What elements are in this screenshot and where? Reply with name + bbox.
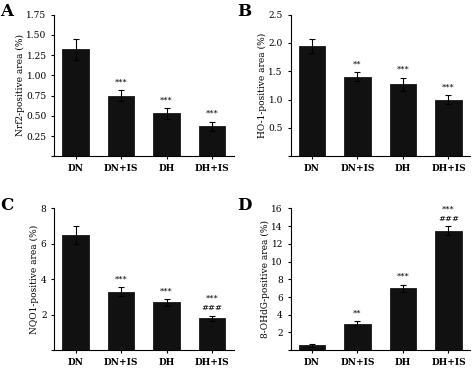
Text: A: A — [0, 3, 13, 20]
Bar — [435, 230, 462, 350]
Bar — [108, 96, 134, 156]
Bar — [63, 49, 89, 156]
Y-axis label: 8-OHdG-positive area (%): 8-OHdG-positive area (%) — [261, 220, 270, 338]
Text: C: C — [0, 197, 14, 214]
Bar — [390, 84, 416, 156]
Text: ###: ### — [201, 304, 223, 312]
Text: ***: *** — [442, 206, 455, 213]
Text: D: D — [237, 197, 251, 214]
Text: ***: *** — [397, 66, 410, 74]
Bar — [435, 100, 462, 156]
Y-axis label: Nrf2-positive area (%): Nrf2-positive area (%) — [16, 35, 25, 137]
Text: **: ** — [353, 309, 362, 318]
Bar — [299, 345, 325, 350]
Bar — [199, 127, 225, 156]
Text: ###: ### — [438, 214, 459, 223]
Text: ***: *** — [206, 110, 219, 118]
Bar — [199, 318, 225, 350]
Bar — [299, 46, 325, 156]
Y-axis label: HO-1-positive area (%): HO-1-positive area (%) — [258, 33, 267, 138]
Bar — [108, 292, 134, 350]
Bar — [154, 302, 180, 350]
Text: ***: *** — [397, 273, 410, 281]
Text: ***: *** — [160, 287, 173, 295]
Text: ***: *** — [115, 78, 128, 86]
Text: B: B — [237, 3, 251, 20]
Bar — [154, 114, 180, 156]
Bar — [390, 288, 416, 350]
Text: ***: *** — [160, 96, 173, 104]
Bar — [344, 324, 371, 350]
Y-axis label: NQO1-positive area (%): NQO1-positive area (%) — [30, 225, 39, 334]
Text: ***: *** — [442, 83, 455, 92]
Text: ***: *** — [115, 276, 128, 284]
Bar — [63, 235, 89, 350]
Bar — [344, 77, 371, 156]
Text: **: ** — [353, 61, 362, 69]
Text: ***: *** — [206, 295, 219, 303]
